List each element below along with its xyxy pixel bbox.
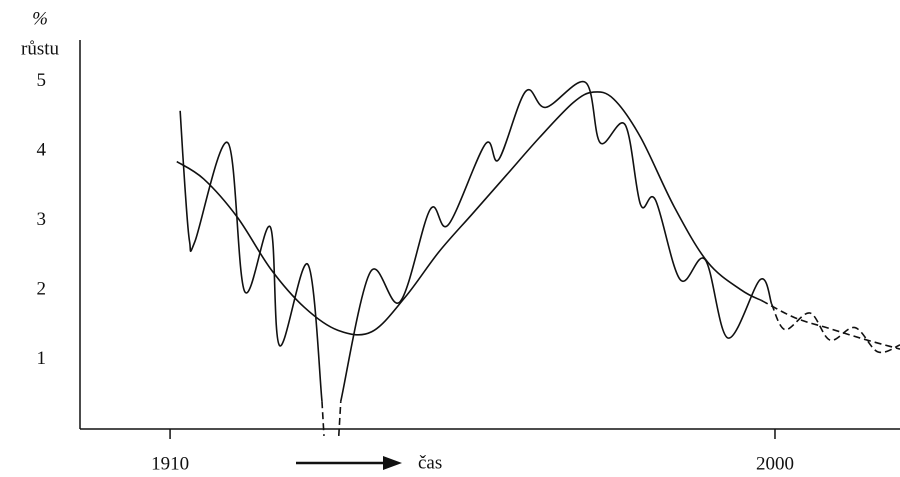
y-axis-label: % (32, 8, 48, 29)
line (761, 299, 900, 350)
x-axis-label: čas (418, 452, 442, 473)
y-tick-label: 4 (37, 140, 47, 161)
y-tick-label: 3 (37, 209, 47, 230)
y-tick-label: 1 (37, 348, 47, 369)
line (321, 303, 900, 436)
arrow-head (383, 456, 402, 470)
line (179, 80, 773, 402)
y-axis-label: růstu (21, 38, 60, 59)
line (176, 91, 762, 336)
y-tick-label: 5 (37, 70, 47, 91)
x-tick-label: 2000 (756, 453, 794, 474)
x-tick-label: 1910 (151, 453, 189, 474)
y-tick-label: 2 (37, 278, 47, 299)
